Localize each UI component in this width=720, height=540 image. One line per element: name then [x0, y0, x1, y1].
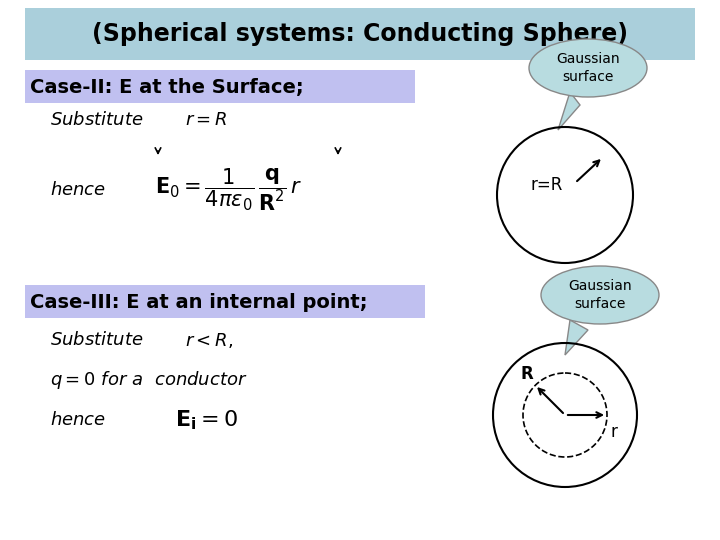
Text: $\mathbf{E_i} = 0$: $\mathbf{E_i} = 0$	[175, 408, 238, 432]
Text: $\mathit{hence}$: $\mathit{hence}$	[50, 411, 106, 429]
Ellipse shape	[541, 266, 659, 324]
Text: R: R	[521, 365, 534, 383]
Text: Case-II: E at the Surface;: Case-II: E at the Surface;	[30, 78, 304, 97]
Ellipse shape	[529, 39, 647, 97]
Text: $r = R$: $r = R$	[185, 111, 228, 129]
Text: r=R: r=R	[530, 176, 562, 194]
Text: $\mathit{Substitute}$: $\mathit{Substitute}$	[50, 111, 143, 129]
Text: r: r	[611, 423, 618, 441]
Text: Case-III: E at an internal point;: Case-III: E at an internal point;	[30, 293, 367, 312]
FancyBboxPatch shape	[25, 70, 415, 103]
Text: $\mathit{hence}$: $\mathit{hence}$	[50, 181, 106, 199]
Text: (Spherical systems: Conducting Sphere): (Spherical systems: Conducting Sphere)	[92, 22, 628, 46]
Text: Gaussian
surface: Gaussian surface	[568, 279, 632, 310]
Polygon shape	[565, 320, 588, 355]
Polygon shape	[558, 92, 580, 130]
FancyBboxPatch shape	[25, 8, 695, 60]
FancyBboxPatch shape	[25, 285, 425, 318]
Text: $\mathbf{E}_0 = \dfrac{1}{4\pi\varepsilon_0}\,\dfrac{\mathbf{q}}{\mathbf{R}^2}\,: $\mathbf{E}_0 = \dfrac{1}{4\pi\varepsilo…	[155, 167, 302, 213]
Text: $\mathit{Substitute}$: $\mathit{Substitute}$	[50, 331, 143, 349]
Text: $r < R,$: $r < R,$	[185, 330, 233, 349]
Text: Gaussian
surface: Gaussian surface	[556, 52, 620, 84]
Text: $q = 0\ \mathit{for\ a\ \ conductor}$: $q = 0\ \mathit{for\ a\ \ conductor}$	[50, 369, 248, 391]
